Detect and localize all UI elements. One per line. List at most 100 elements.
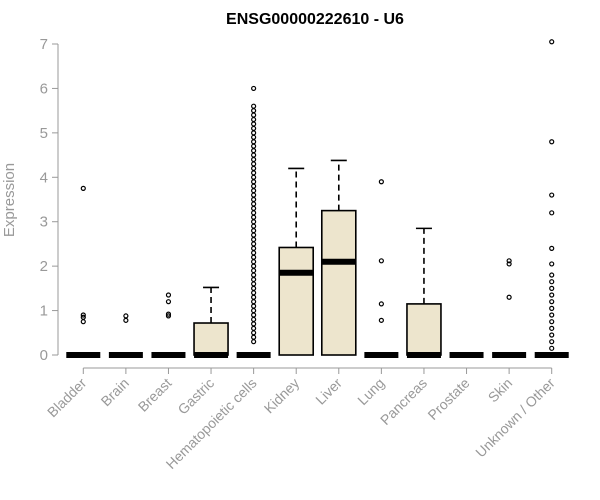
outlier-point: [549, 192, 555, 198]
outlier-point: [251, 263, 257, 269]
y-tick-label: 6: [40, 80, 48, 97]
outlier-point: [251, 108, 257, 114]
y-tick-label: 3: [40, 214, 48, 231]
box-5: [236, 85, 271, 358]
outlier-point: [251, 339, 257, 345]
outlier-point: [251, 228, 257, 234]
x-tick-label: Skin: [485, 375, 516, 406]
outlier-point: [251, 165, 257, 171]
outlier-point: [251, 139, 257, 145]
x-tick-label: Liver: [312, 375, 345, 408]
outlier-point: [251, 192, 257, 198]
outlier-point: [251, 334, 257, 340]
outlier-point: [251, 294, 257, 300]
outlier-point: [549, 292, 555, 298]
outlier-point: [251, 316, 257, 323]
outlier-point: [251, 196, 257, 203]
y-axis: 0 1 2 3 4 5 6 7: [40, 36, 59, 364]
y-tick-label: 1: [40, 303, 48, 320]
outlier-point: [549, 245, 555, 251]
outlier-point: [251, 276, 257, 283]
outlier-point: [506, 258, 512, 264]
box-2: [108, 313, 143, 358]
box-4: [193, 286, 229, 358]
outlier-point: [549, 305, 555, 311]
outlier-point: [378, 179, 384, 185]
outlier-point: [251, 214, 257, 220]
outlier-point: [506, 261, 512, 267]
outlier-point: [549, 319, 555, 325]
outlier-point: [549, 345, 555, 351]
outlier-point: [378, 317, 384, 323]
x-tick-label: Gastric: [174, 375, 217, 418]
x-tick-label: Bladder: [44, 375, 90, 421]
box-6: [278, 167, 315, 356]
outlier-point: [251, 179, 257, 185]
outlier-point: [549, 312, 555, 318]
outlier-point: [251, 290, 257, 296]
outlier-point: [506, 294, 512, 300]
outlier-point: [251, 303, 257, 309]
outlier-point: [251, 188, 257, 194]
x-tick-label: Brain: [98, 375, 132, 409]
outlier-point: [251, 112, 257, 118]
outlier-point: [251, 312, 257, 318]
outlier-point: [549, 339, 555, 345]
box-body: [320, 209, 357, 356]
outlier-point: [251, 241, 257, 247]
outlier-point: [251, 205, 257, 211]
outlier-point: [251, 170, 257, 176]
outlier-point: [549, 210, 555, 216]
outlier-point: [251, 254, 257, 260]
outlier-point: [251, 125, 257, 132]
outlier-point: [549, 261, 555, 267]
y-axis-label: Expression: [1, 163, 18, 237]
outlier-point: [251, 299, 257, 305]
outlier-point: [123, 317, 129, 323]
outlier-point: [251, 236, 257, 243]
box-12: [534, 39, 569, 358]
outlier-point: [251, 156, 257, 163]
outlier-point: [80, 185, 86, 191]
outlier-point: [549, 332, 555, 338]
outlier-point: [251, 259, 257, 265]
outlier-point: [549, 39, 555, 45]
outlier-point: [549, 139, 555, 145]
outlier-point: [251, 219, 257, 225]
outlier-point: [251, 161, 257, 167]
outlier-point: [251, 330, 257, 336]
outlier-point: [549, 279, 555, 285]
outlier-point: [251, 321, 257, 327]
box-3: [151, 292, 186, 358]
outlier-point: [251, 272, 257, 278]
box-body: [406, 303, 442, 356]
outlier-point: [549, 272, 555, 278]
boxes-layer: [66, 39, 569, 358]
outlier-point: [251, 307, 257, 314]
outlier-point: [251, 285, 257, 291]
outlier-point: [251, 121, 257, 127]
outlier-point: [251, 152, 257, 158]
outlier-point: [123, 313, 129, 319]
y-tick-label: 5: [40, 125, 48, 142]
outlier-point: [251, 281, 257, 287]
x-tick-label: Prostate: [424, 375, 472, 423]
outlier-point: [251, 148, 257, 154]
outlier-point: [165, 311, 172, 317]
outlier-point: [251, 250, 257, 256]
outlier-point: [251, 103, 257, 109]
outlier-point: [165, 299, 172, 305]
outlier-point: [251, 143, 257, 149]
box-8: [364, 179, 399, 358]
y-tick-label: 2: [40, 258, 48, 275]
box-11: [492, 258, 527, 358]
x-tick-label: Pancreas: [377, 375, 430, 428]
outlier-point: [251, 325, 257, 331]
box-7: [320, 159, 357, 356]
y-tick-label: 7: [40, 36, 48, 53]
outlier-point: [251, 267, 257, 274]
outlier-point: [80, 314, 86, 320]
x-tick-label: Kidney: [261, 375, 303, 417]
outlier-point: [251, 85, 257, 92]
outlier-point: [251, 116, 257, 123]
